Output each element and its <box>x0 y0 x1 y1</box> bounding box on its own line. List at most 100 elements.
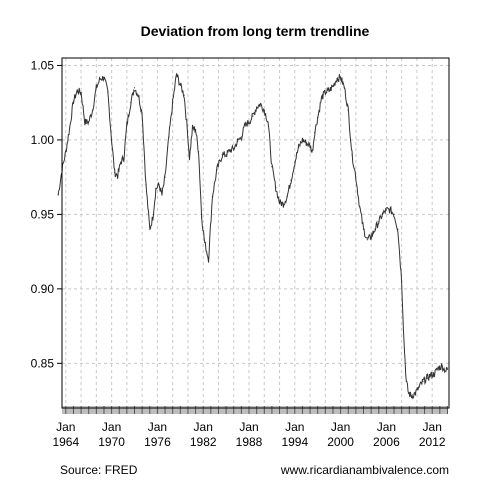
data-point <box>95 87 97 89</box>
data-point <box>397 228 399 230</box>
chart-title: Deviation from long term trendline <box>141 23 370 39</box>
y-tick-label: 0.90 <box>31 282 55 296</box>
data-point <box>168 136 170 138</box>
series-layer <box>57 72 449 400</box>
data-point <box>351 154 353 156</box>
data-point <box>207 258 210 260</box>
data-point <box>194 128 197 131</box>
x-tick-label-month: Jan <box>239 420 258 434</box>
data-point <box>187 136 189 138</box>
data-point <box>405 380 407 382</box>
data-point <box>314 131 316 134</box>
data-point <box>137 94 139 96</box>
data-point <box>179 84 181 86</box>
source-note: Source: FRED <box>60 463 138 477</box>
time-rug <box>62 406 448 414</box>
data-point <box>445 370 447 372</box>
data-point <box>183 94 185 96</box>
data-point <box>336 78 338 80</box>
data-point <box>114 172 116 174</box>
data-point <box>80 91 82 93</box>
data-point <box>347 109 349 111</box>
data-point <box>401 280 403 282</box>
data-point <box>117 175 119 177</box>
data-point <box>233 148 235 150</box>
data-point <box>191 127 194 129</box>
x-tick-label-month: Jan <box>102 420 121 434</box>
data-point <box>240 136 242 138</box>
data-point <box>72 100 75 102</box>
y-tick-label: 0.95 <box>31 207 55 221</box>
data-point <box>290 179 292 181</box>
data-point <box>229 149 231 151</box>
data-point <box>123 157 125 159</box>
data-point <box>204 242 206 244</box>
data-point <box>111 139 113 141</box>
data-point <box>426 377 428 379</box>
data-point <box>441 365 443 367</box>
data-point <box>389 209 391 211</box>
data-point <box>158 184 160 186</box>
data-point <box>225 154 227 156</box>
data-point <box>340 76 342 78</box>
data-point <box>164 176 166 178</box>
data-point <box>152 216 154 218</box>
x-tick-label-year: 1964 <box>52 435 79 449</box>
x-tick-label-year: 1982 <box>190 435 217 449</box>
data-point <box>145 184 147 186</box>
data-point <box>301 139 304 141</box>
data-point <box>418 386 420 388</box>
data-point <box>141 112 143 114</box>
data-point <box>355 176 357 178</box>
data-point <box>216 169 218 171</box>
data-point <box>320 97 323 99</box>
data-point <box>107 91 109 93</box>
data-point <box>275 186 277 189</box>
x-tick-label-year: 1970 <box>98 435 125 449</box>
data-point <box>359 206 361 208</box>
data-point <box>103 76 105 78</box>
x-tick-label-year: 1994 <box>281 435 308 449</box>
data-point <box>407 392 410 394</box>
x-tick-label-month: Jan <box>377 420 396 434</box>
data-point <box>69 127 71 129</box>
grid <box>62 58 449 408</box>
x-tick-label-year: 2000 <box>327 435 354 449</box>
website-note: www.ricardianambivalence.com <box>280 463 449 477</box>
x-tick-label-month: Jan <box>56 420 75 434</box>
y-tick-label: 1.05 <box>31 58 55 72</box>
x-tick-label-month: Jan <box>423 420 442 434</box>
data-point <box>282 203 284 205</box>
data-point <box>446 368 449 370</box>
data-point <box>188 157 191 159</box>
x-tick-label-month: Jan <box>194 420 213 434</box>
data-point <box>309 145 311 147</box>
data-point <box>133 87 136 89</box>
data-point <box>149 228 151 230</box>
data-point <box>414 392 417 394</box>
x-tick-label-year: 2006 <box>373 435 400 449</box>
data-point <box>332 85 334 87</box>
data-point <box>370 236 372 238</box>
y-tick-label: 1.00 <box>31 133 55 147</box>
data-point <box>172 102 174 104</box>
data-point <box>430 374 432 376</box>
data-point <box>267 121 269 123</box>
y-tick-label: 0.85 <box>31 356 55 370</box>
series-0 <box>57 72 449 400</box>
data-point <box>298 146 300 148</box>
data-point <box>236 140 239 142</box>
data-point <box>263 109 265 111</box>
data-point <box>201 216 203 218</box>
data-point <box>433 373 436 375</box>
data-point <box>248 121 250 123</box>
series-line <box>57 72 448 400</box>
data-point <box>362 228 365 230</box>
x-tick-label-month: Jan <box>331 420 350 434</box>
data-point <box>317 116 319 119</box>
data-point <box>120 161 122 163</box>
rug-background <box>62 406 448 414</box>
data-point <box>385 209 388 211</box>
y-axis: 0.85 0.90 0.95 1.00 1.05 <box>31 58 62 370</box>
